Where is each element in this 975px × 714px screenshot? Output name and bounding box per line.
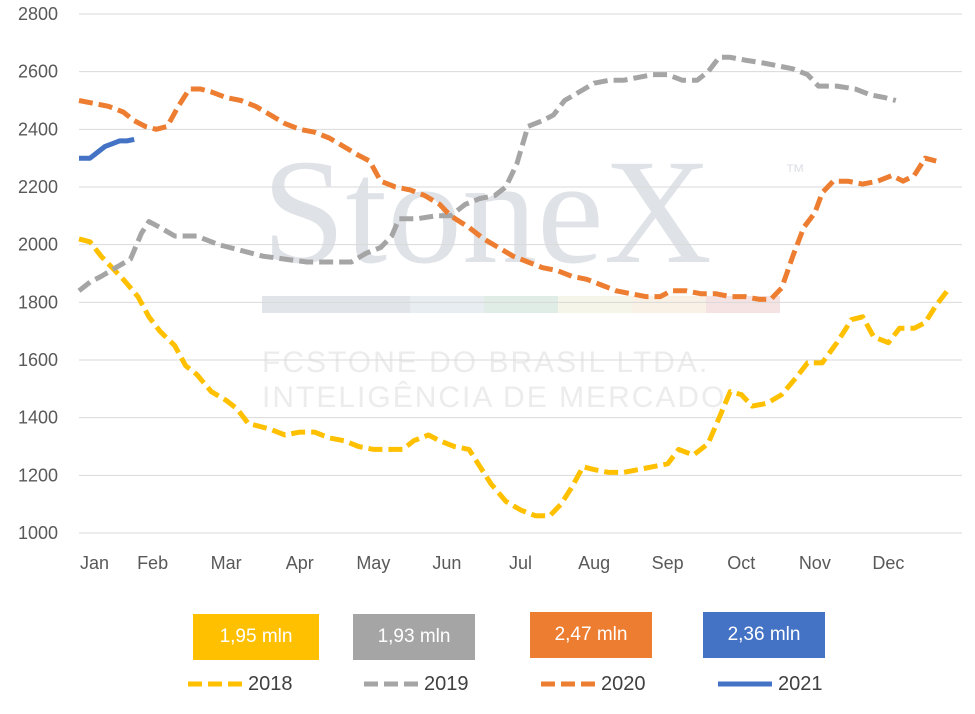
y-axis: 1000 1200 1400 1600 1800 2000 2200 2400 2600 2800: [18, 4, 58, 543]
x-tick-label: May: [356, 553, 390, 573]
series-line-2019: [77, 54, 897, 293]
x-tick-label: Jul: [509, 553, 532, 573]
legend-item-2021: 2021: [716, 672, 823, 696]
x-tick-label: Jan: [80, 553, 109, 573]
watermark-line-2: INTELIGÊNCIA DE MERCADO: [262, 381, 726, 414]
summary-box-label: 2,36 mln: [727, 624, 801, 645]
y-tick-label: 2000: [18, 235, 58, 255]
series-line-2018: [78, 236, 950, 519]
watermark: StoneX ™ FCSTONE DO BRASIL LTDA. INTELIG…: [262, 129, 805, 414]
watermark-line-1: FCSTONE DO BRASIL LTDA.: [262, 346, 709, 379]
legend-swatch-2019: [364, 681, 418, 687]
x-tick-label: Apr: [286, 553, 314, 573]
x-tick-label: Sep: [652, 553, 684, 573]
y-tick-label: 1400: [18, 408, 58, 428]
summary-box-label: 2,47 mln: [554, 624, 628, 645]
summary-box-2018: 1,95 mln: [193, 614, 319, 660]
watermark-bar-segment: [484, 296, 558, 313]
x-tick-label: Nov: [799, 553, 831, 573]
legend-item-2020: 2020: [539, 672, 646, 696]
y-tick-label: 2800: [18, 4, 58, 24]
y-tick-label: 1800: [18, 292, 58, 312]
y-tick-label: 2600: [18, 62, 58, 82]
legend-label-2019: 2019: [424, 672, 469, 695]
gridlines: [79, 13, 962, 534]
x-axis: Jan Feb Mar Apr May Jun Jul Aug Sep Oct Nov Dec: [80, 553, 904, 573]
legend-swatch-2021: [718, 681, 772, 687]
x-tick-label: Feb: [137, 553, 168, 573]
y-tick-label: 1200: [18, 465, 58, 485]
watermark-bar-segment: [262, 296, 336, 313]
y-tick-label: 2400: [18, 119, 58, 139]
summary-box-2020: 2,47 mln: [530, 612, 652, 658]
x-tick-label: Oct: [727, 553, 755, 573]
x-tick-label: Jun: [432, 553, 461, 573]
series-lines: [77, 54, 950, 519]
watermark-bar-segment: [632, 296, 706, 313]
watermark-bar-segment: [558, 296, 632, 313]
legend-item-2019: 2019: [362, 672, 469, 696]
watermark-bar-segment: [410, 296, 484, 313]
legend-label-2018: 2018: [248, 672, 293, 695]
y-tick-label: 1600: [18, 350, 58, 370]
legend-swatch-2020: [541, 681, 595, 687]
x-tick-label: Mar: [211, 553, 242, 573]
line-chart: StoneX ™ FCSTONE DO BRASIL LTDA. INTELIG…: [18, 4, 962, 573]
legend-label-2020: 2020: [601, 672, 646, 695]
y-tick-label: 2200: [18, 177, 58, 197]
watermark-trademark: ™: [785, 161, 805, 183]
x-tick-label: Aug: [578, 553, 610, 573]
legend-item-2018: 2018: [186, 672, 293, 696]
watermark-brand: StoneX: [262, 129, 712, 295]
x-tick-label: Dec: [872, 553, 904, 573]
summary-box-label: 1,95 mln: [219, 626, 293, 647]
summary-box-label: 1,93 mln: [377, 626, 451, 647]
legend-swatch-2018: [188, 681, 242, 687]
watermark-bar-segment: [336, 296, 410, 313]
legend-label-2021: 2021: [778, 672, 823, 695]
summary-box-2021: 2,36 mln: [703, 612, 825, 658]
series-line-2020: [78, 86, 937, 302]
y-tick-label: 1000: [18, 523, 58, 543]
summary-box-2019: 1,93 mln: [353, 614, 475, 660]
series-line-2021: [79, 136, 135, 161]
watermark-color-bar: [262, 296, 780, 313]
